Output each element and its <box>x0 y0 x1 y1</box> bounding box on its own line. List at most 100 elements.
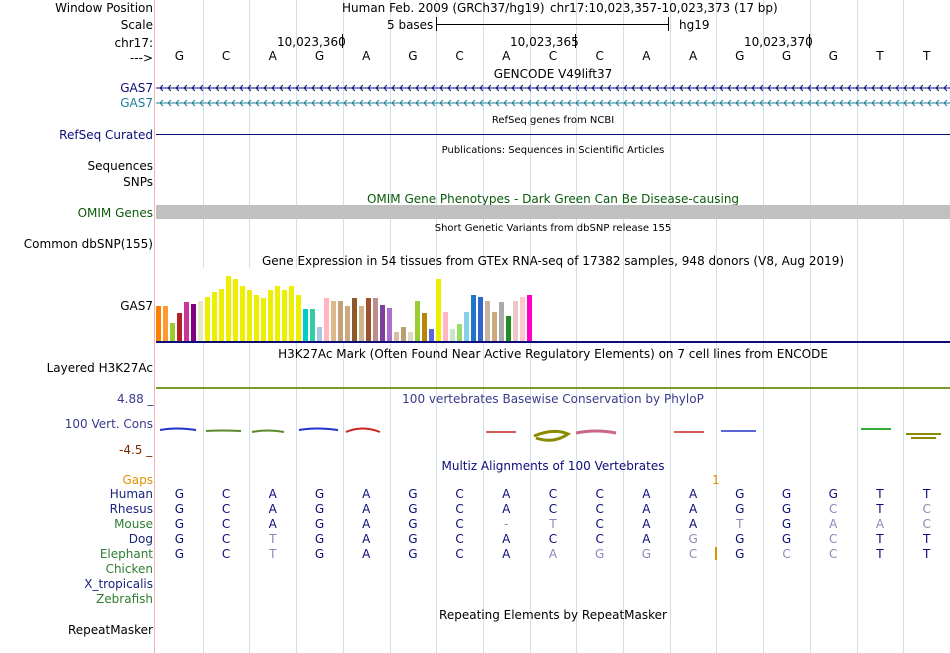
gtex-tissue-bar[interactable] <box>254 295 259 342</box>
gtex-tissue-bar[interactable] <box>485 301 490 342</box>
multiz-species-label[interactable]: Chicken <box>105 562 153 576</box>
strand-chevron <box>447 99 452 107</box>
gtex-tissue-bar[interactable] <box>331 301 336 342</box>
gtex-tissue-bar[interactable] <box>415 301 420 342</box>
multiz-species-label[interactable]: Rhesus <box>109 502 153 516</box>
gtex-tissue-bar[interactable] <box>289 286 294 342</box>
gtex-tissue-bar[interactable] <box>226 276 231 342</box>
gtex-tissue-bar[interactable] <box>219 289 224 342</box>
gtex-tissue-bar[interactable] <box>345 306 350 342</box>
gtex-tissue-bar[interactable] <box>177 313 182 342</box>
gtex-tissue-bar[interactable] <box>527 295 532 342</box>
gtex-tissue-bar[interactable] <box>499 302 504 342</box>
snps-track-label[interactable]: SNPs <box>123 175 153 189</box>
gtex-tissue-bar[interactable] <box>352 298 357 342</box>
gtex-tissue-bar[interactable] <box>198 301 203 342</box>
gtex-tissue-bar[interactable] <box>520 297 525 342</box>
gtex-tissue-bar[interactable] <box>247 290 252 342</box>
gtex-tissue-bar[interactable] <box>464 312 469 342</box>
multiz-species-label[interactable]: Mouse <box>114 517 153 531</box>
gtex-tissue-bar[interactable] <box>471 295 476 342</box>
gtex-tissue-bar[interactable] <box>366 298 371 342</box>
gtex-tissue-bar[interactable] <box>394 332 399 342</box>
gtex-tissue-bar[interactable] <box>233 279 238 342</box>
gtex-tissue-bar[interactable] <box>359 306 364 342</box>
gtex-tissue-bar[interactable] <box>310 309 315 342</box>
publications-track-title[interactable]: Publications: Sequences in Scientific Ar… <box>441 145 665 156</box>
gtex-tissue-bar[interactable] <box>317 327 322 342</box>
repeatmasker-track-title[interactable]: Repeating Elements by RepeatMasker <box>439 608 667 622</box>
gencode-track-title[interactable]: GENCODE V49lift37 <box>493 67 613 81</box>
gtex-tissue-bar[interactable] <box>387 308 392 342</box>
multiz-species-label[interactable]: Dog <box>128 532 153 546</box>
gtex-tissue-bar[interactable] <box>513 301 518 342</box>
phylop-track-title[interactable]: 100 vertebrates Basewise Conservation by… <box>402 392 704 406</box>
gtex-tissue-bar[interactable] <box>422 313 427 342</box>
repeatmasker-track-label[interactable]: RepeatMasker <box>67 623 153 637</box>
h3k27ac-track-label[interactable]: Layered H3K27Ac <box>46 361 153 375</box>
gtex-tissue-bar[interactable] <box>296 295 301 342</box>
gtex-tissue-bar[interactable] <box>338 301 343 342</box>
gtex-tissue-bar[interactable] <box>303 309 308 342</box>
gtex-tissue-bar[interactable] <box>261 298 266 342</box>
h3k27ac-signal[interactable] <box>156 387 950 389</box>
strand-chevron <box>255 84 260 92</box>
gtex-tissue-bar[interactable] <box>191 304 196 342</box>
multiz-track-title[interactable]: Multiz Alignments of 100 Vertebrates <box>441 459 665 473</box>
gtex-tissue-bar[interactable] <box>163 306 168 342</box>
multiz-alignment[interactable]: Human G C A G A G C A C C A A G G G T T Rhesus G C A G A G C A C C A A… <box>0 487 950 607</box>
gtex-tissue-bar[interactable] <box>170 323 175 342</box>
strand-chevron <box>223 84 228 92</box>
omim-track-title[interactable]: OMIM Gene Phenotypes - Dark Green Can Be… <box>366 192 740 206</box>
gtex-tissue-bar[interactable] <box>478 297 483 342</box>
gtex-tissue-bar[interactable] <box>240 286 245 342</box>
gtex-tissue-bar[interactable] <box>443 312 448 342</box>
gtex-tissue-bar[interactable] <box>429 329 434 342</box>
gencode-item-label-2[interactable]: GAS7 <box>120 96 153 110</box>
gtex-tissue-bar[interactable] <box>205 297 210 342</box>
strand-chevron <box>231 84 236 92</box>
multiz-base: G <box>408 502 418 516</box>
gtex-track-title[interactable]: Gene Expression in 54 tissues from GTEx … <box>261 254 845 268</box>
omim-track-label[interactable]: OMIM Genes <box>77 206 153 220</box>
refseq-track-title[interactable]: RefSeq genes from NCBI <box>491 115 615 126</box>
multiz-species-label[interactable]: Elephant <box>99 547 153 561</box>
gtex-tissue-bar[interactable] <box>282 290 287 342</box>
gtex-tissue-bar[interactable] <box>324 298 329 342</box>
gtex-tissue-bar[interactable] <box>212 292 217 342</box>
gtex-tissue-bar[interactable] <box>450 329 455 342</box>
sequence-base: C <box>595 49 604 63</box>
refseq-gene-line[interactable] <box>156 134 950 135</box>
sequences-track-label[interactable]: Sequences <box>87 159 153 173</box>
gtex-tissue-bar[interactable] <box>380 305 385 342</box>
dbsnp-track-title[interactable]: Short Genetic Variants from dbSNP releas… <box>434 223 672 234</box>
multiz-base: A <box>689 502 698 516</box>
gtex-tissue-bar[interactable] <box>457 324 462 342</box>
h3k27ac-track-title[interactable]: H3K27Ac Mark (Often Found Near Active Re… <box>278 347 828 361</box>
multiz-species-label[interactable]: Zebrafish <box>96 592 153 606</box>
gtex-tissue-bar[interactable] <box>506 316 511 342</box>
gencode-gene-gas7-1[interactable] <box>156 82 950 94</box>
gtex-tissue-bar[interactable] <box>156 306 161 342</box>
gtex-tissue-bar[interactable] <box>268 290 273 342</box>
gtex-bar-chart[interactable] <box>156 268 950 342</box>
refseq-track-label[interactable]: RefSeq Curated <box>59 128 153 142</box>
dbsnp-track-label[interactable]: Common dbSNP(155) <box>23 237 153 251</box>
strand-chevron <box>903 84 908 92</box>
gtex-tissue-bar[interactable] <box>373 298 378 342</box>
gtex-tissue-bar[interactable] <box>184 302 189 342</box>
phylop-signal[interactable] <box>156 420 950 446</box>
phylop-track-label[interactable]: 100 Vert. Cons <box>64 417 153 431</box>
multiz-species-label[interactable]: Human <box>109 487 153 501</box>
gtex-tissue-bar[interactable] <box>275 286 280 342</box>
gencode-item-label-1[interactable]: GAS7 <box>120 81 153 95</box>
gtex-tissue-bar[interactable] <box>408 332 413 342</box>
position-text[interactable]: chr17:10,023,357-10,023,373 (17 bp) <box>550 1 778 15</box>
gencode-gene-gas7-2[interactable] <box>156 97 950 109</box>
gtex-track-label[interactable]: GAS7 <box>120 299 153 313</box>
gtex-tissue-bar[interactable] <box>401 327 406 342</box>
omim-bar[interactable] <box>156 205 950 219</box>
gtex-tissue-bar[interactable] <box>492 312 497 342</box>
gtex-tissue-bar[interactable] <box>436 279 441 342</box>
multiz-species-label[interactable]: X_tropicalis <box>84 577 153 591</box>
